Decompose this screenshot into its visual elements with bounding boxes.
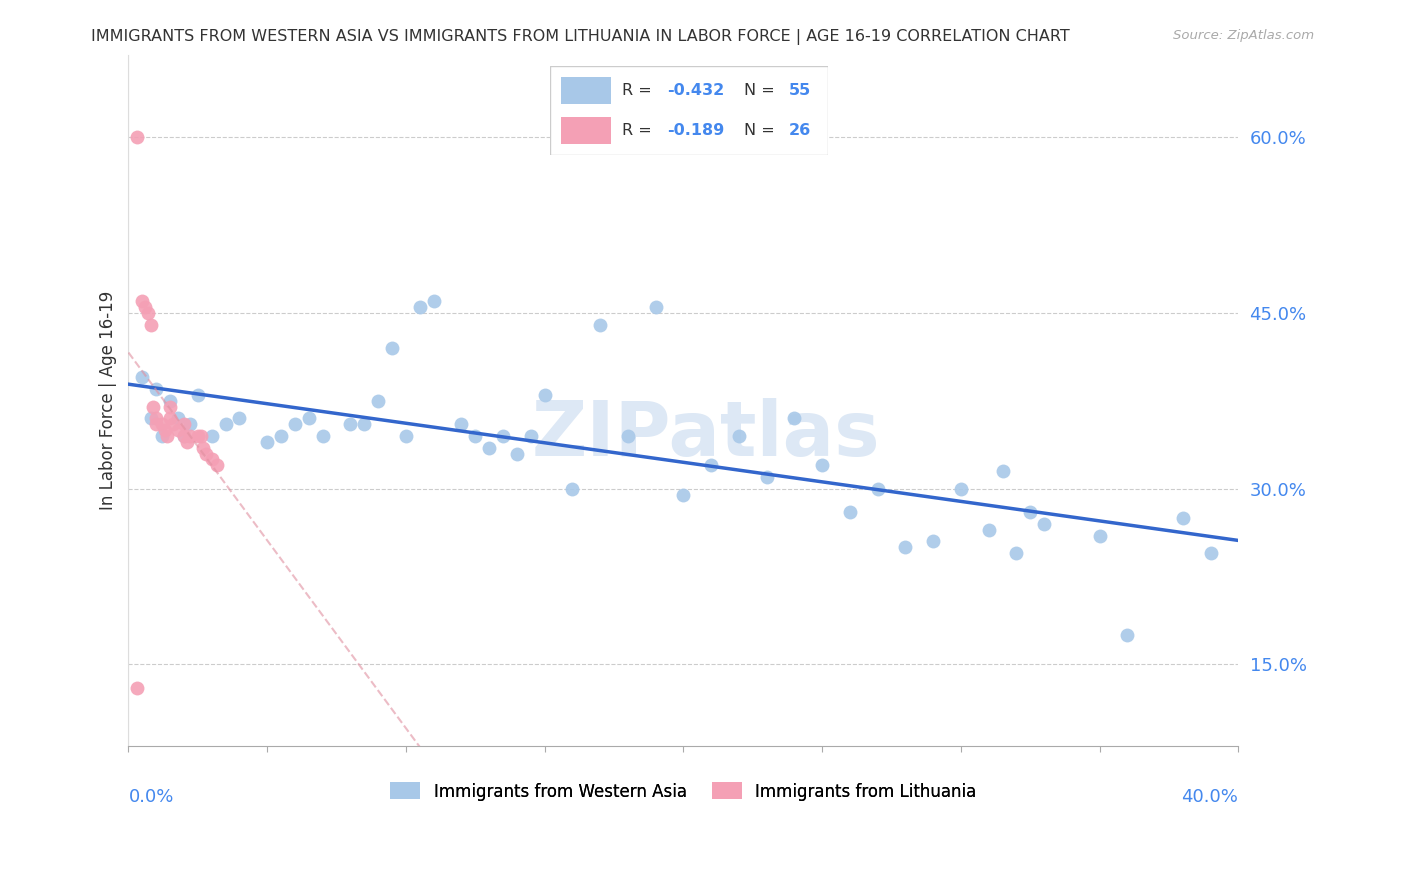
Point: [193, 441, 215, 455]
Legend: Immigrants from Western Asia, Immigrants from Lithuania: Immigrants from Western Asia, Immigrants…: [384, 776, 983, 807]
Point: [187, 388, 209, 402]
Point: [367, 393, 389, 408]
Point: [339, 417, 361, 432]
Point: [145, 417, 167, 432]
Point: [672, 487, 695, 501]
Point: [839, 505, 862, 519]
Point: [173, 429, 195, 443]
Point: [167, 411, 190, 425]
Point: [422, 294, 444, 309]
Point: [139, 411, 162, 425]
Point: [991, 464, 1014, 478]
Point: [492, 429, 515, 443]
Point: [187, 429, 209, 443]
Point: [145, 382, 167, 396]
Point: [139, 318, 162, 332]
Point: [811, 458, 834, 473]
Point: [450, 417, 472, 432]
Point: [270, 429, 292, 443]
Point: [949, 482, 972, 496]
Text: IMMIGRANTS FROM WESTERN ASIA VS IMMIGRANTS FROM LITHUANIA IN LABOR FORCE | AGE 1: IMMIGRANTS FROM WESTERN ASIA VS IMMIGRAN…: [91, 29, 1070, 45]
Point: [783, 411, 806, 425]
Point: [173, 417, 195, 432]
Point: [409, 300, 432, 314]
Point: [145, 411, 167, 425]
Point: [866, 482, 889, 496]
Point: [1171, 511, 1194, 525]
Point: [201, 452, 224, 467]
Point: [179, 417, 201, 432]
Point: [506, 446, 529, 460]
Text: Source: ZipAtlas.com: Source: ZipAtlas.com: [1174, 29, 1315, 42]
Point: [520, 429, 543, 443]
Text: 40.0%: 40.0%: [1181, 788, 1239, 805]
Point: [159, 411, 181, 425]
Text: 0.0%: 0.0%: [128, 788, 174, 805]
Point: [561, 482, 583, 496]
Point: [1033, 516, 1056, 531]
Point: [131, 294, 153, 309]
Point: [150, 417, 173, 432]
Point: [644, 300, 666, 314]
Text: ZIPatlas: ZIPatlas: [531, 399, 880, 473]
Point: [201, 429, 224, 443]
Point: [256, 434, 278, 449]
Y-axis label: In Labor Force | Age 16-19: In Labor Force | Age 16-19: [100, 291, 117, 510]
Point: [162, 417, 184, 432]
Point: [1088, 528, 1111, 542]
Point: [207, 458, 229, 473]
Point: [894, 541, 917, 555]
Point: [617, 429, 640, 443]
Point: [214, 417, 236, 432]
Point: [977, 523, 1000, 537]
Point: [1116, 628, 1139, 642]
Point: [142, 400, 165, 414]
Point: [228, 411, 250, 425]
Point: [533, 388, 555, 402]
Point: [134, 300, 156, 314]
Point: [150, 429, 173, 443]
Point: [464, 429, 486, 443]
Point: [125, 681, 148, 695]
Point: [167, 423, 190, 437]
Point: [136, 306, 159, 320]
Point: [478, 441, 501, 455]
Point: [176, 434, 198, 449]
Point: [353, 417, 375, 432]
Point: [190, 429, 212, 443]
Point: [1019, 505, 1042, 519]
Point: [700, 458, 723, 473]
Point: [589, 318, 612, 332]
Point: [284, 417, 307, 432]
Point: [395, 429, 418, 443]
Point: [125, 130, 148, 145]
Point: [1005, 546, 1028, 560]
Point: [755, 470, 778, 484]
Point: [922, 534, 945, 549]
Point: [156, 429, 179, 443]
Point: [312, 429, 335, 443]
Point: [381, 341, 404, 355]
Point: [159, 393, 181, 408]
Point: [159, 400, 181, 414]
Point: [131, 370, 153, 384]
Point: [298, 411, 321, 425]
Point: [179, 429, 201, 443]
Point: [195, 446, 218, 460]
Point: [173, 429, 195, 443]
Point: [153, 423, 176, 437]
Point: [1199, 546, 1222, 560]
Point: [728, 429, 751, 443]
